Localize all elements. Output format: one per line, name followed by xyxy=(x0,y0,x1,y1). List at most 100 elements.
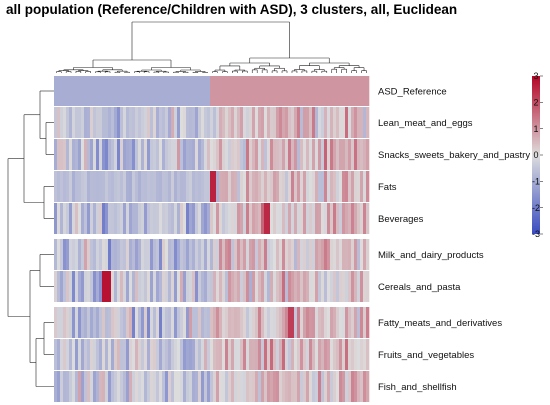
heatmap-cell xyxy=(255,239,259,270)
heatmap-cell xyxy=(273,307,277,338)
heatmap-cell xyxy=(138,107,142,138)
heatmap-cell xyxy=(144,107,148,138)
heatmap-cell xyxy=(93,339,97,370)
heatmap-cell xyxy=(72,107,76,138)
heatmap-cell xyxy=(297,171,301,202)
heatmap-cell xyxy=(186,271,190,302)
heatmap-cell xyxy=(333,307,337,338)
heatmap-cell xyxy=(96,307,100,338)
heatmap-cell xyxy=(150,307,154,338)
heatmap-cell xyxy=(138,239,142,270)
heatmap-cell xyxy=(132,171,136,202)
heatmap-cell xyxy=(63,339,67,370)
heatmap-cell xyxy=(195,239,199,270)
heatmap-cell xyxy=(297,371,301,402)
heatmap-cell xyxy=(60,76,64,106)
heatmap-cell xyxy=(282,371,286,402)
heatmap-cell xyxy=(327,271,331,302)
heatmap-cell xyxy=(117,371,121,402)
heatmap-cell xyxy=(258,371,262,402)
heatmap-cell xyxy=(354,339,358,370)
heatmap-cell xyxy=(207,76,211,106)
heatmap-cell xyxy=(171,76,175,106)
heatmap-cell xyxy=(306,239,310,270)
heatmap-cell xyxy=(300,171,304,202)
heatmap-cell xyxy=(78,271,82,302)
heatmap-cell xyxy=(324,271,328,302)
heatmap-cell xyxy=(144,171,148,202)
heatmap-cell xyxy=(264,271,268,302)
heatmap-cell xyxy=(354,203,358,234)
heatmap-cell xyxy=(81,239,85,270)
heatmap-cell xyxy=(336,371,340,402)
heatmap-cell xyxy=(195,107,199,138)
heatmap-cell xyxy=(66,203,70,234)
heatmap-cell xyxy=(285,239,289,270)
heatmap-cell xyxy=(174,339,178,370)
heatmap-cell xyxy=(288,307,292,338)
heatmap-cell xyxy=(219,171,223,202)
heatmap-cell xyxy=(348,271,352,302)
heatmap-cell xyxy=(99,107,103,138)
heatmap-cell xyxy=(54,139,58,170)
heatmap-cell xyxy=(345,339,349,370)
heatmap-cell xyxy=(357,139,361,170)
heatmap-cell xyxy=(327,371,331,402)
heatmap-cell xyxy=(57,371,61,402)
heatmap-cell xyxy=(108,139,112,170)
heatmap-cell xyxy=(306,271,310,302)
heatmap-cell xyxy=(90,339,94,370)
heatmap-cell xyxy=(219,271,223,302)
heatmap-cell xyxy=(237,271,241,302)
heatmap-cell xyxy=(216,371,220,402)
heatmap-cell xyxy=(90,139,94,170)
heatmap-cell xyxy=(225,139,229,170)
heatmap-cell xyxy=(312,307,316,338)
heatmap-cell xyxy=(162,339,166,370)
heatmap-cell xyxy=(117,271,121,302)
heatmap-cell xyxy=(183,371,187,402)
heatmap-cell xyxy=(75,339,79,370)
heatmap-cell xyxy=(66,139,70,170)
heatmap-cell xyxy=(54,371,58,402)
heatmap-cell xyxy=(303,171,307,202)
heatmap-cell xyxy=(351,339,355,370)
heatmap-cell xyxy=(195,76,199,106)
heatmap-cell xyxy=(60,339,64,370)
heatmap-cell xyxy=(54,171,58,202)
heatmap-cell xyxy=(189,239,193,270)
heatmap-cell xyxy=(135,307,139,338)
heatmap-cell xyxy=(168,339,172,370)
heatmap-cell xyxy=(204,139,208,170)
heatmap-cell xyxy=(168,76,172,106)
heatmap-cell xyxy=(135,371,139,402)
heatmap-cell xyxy=(120,371,124,402)
heatmap-cell xyxy=(132,239,136,270)
heatmap-cell xyxy=(54,239,58,270)
heatmap-cell xyxy=(270,271,274,302)
heatmap-cell xyxy=(141,271,145,302)
heatmap-cell xyxy=(339,76,343,106)
heatmap-cell xyxy=(165,307,169,338)
heatmap-cell xyxy=(255,139,259,170)
heatmap-cell xyxy=(315,271,319,302)
heatmap-cell xyxy=(72,76,76,106)
legend-tick-label: -1 xyxy=(532,177,540,187)
heatmap-cell xyxy=(279,203,283,234)
heatmap-cell xyxy=(75,371,79,402)
heatmap-cell xyxy=(366,203,370,234)
heatmap-cell xyxy=(78,371,82,402)
heatmap-cell xyxy=(135,339,139,370)
heatmap-cell xyxy=(327,339,331,370)
heatmap-cell xyxy=(345,307,349,338)
heatmap-cell xyxy=(54,339,58,370)
heatmap-cell xyxy=(348,139,352,170)
heatmap-cell xyxy=(150,203,154,234)
heatmap-cell xyxy=(252,203,256,234)
heatmap-cell xyxy=(180,271,184,302)
heatmap-cell xyxy=(159,271,163,302)
heatmap-cell xyxy=(111,271,115,302)
heatmap-cell xyxy=(297,139,301,170)
heatmap-cell xyxy=(357,307,361,338)
heatmap-cell xyxy=(240,239,244,270)
